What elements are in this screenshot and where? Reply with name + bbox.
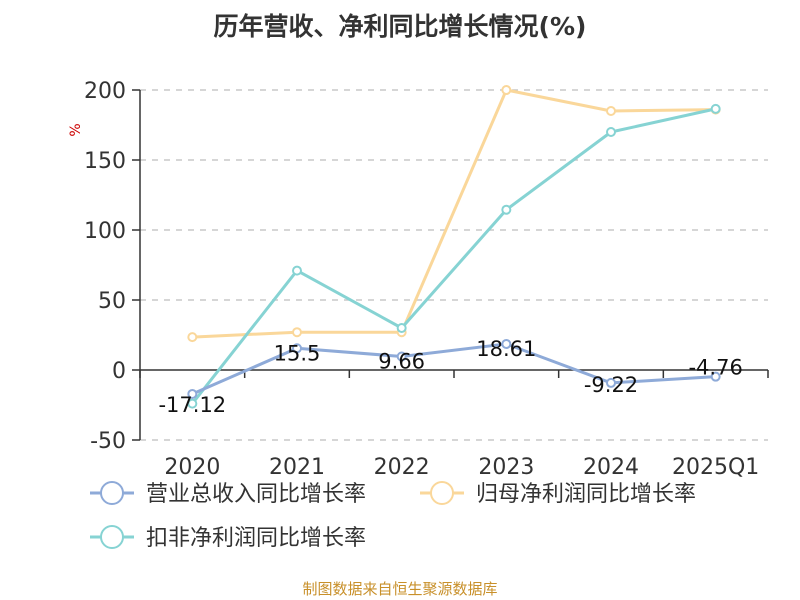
y-axis-ticks: -50 0 50 100 150 200 bbox=[84, 79, 140, 454]
data-point[interactable] bbox=[292, 343, 302, 354]
data-point[interactable] bbox=[187, 332, 198, 343]
y-tick-label: 0 bbox=[112, 359, 126, 384]
legend-item[interactable]: 营业总收入同比增长率 bbox=[90, 481, 366, 507]
y-tick-label: 100 bbox=[84, 219, 126, 244]
axes bbox=[139, 90, 768, 440]
y-tick-label: 50 bbox=[98, 289, 126, 314]
legend-marker bbox=[430, 481, 454, 505]
x-tick-label: 2025Q1 bbox=[672, 455, 759, 480]
data-point[interactable] bbox=[187, 388, 198, 399]
data-point[interactable] bbox=[710, 103, 721, 114]
data-point[interactable] bbox=[396, 323, 407, 333]
x-tick-label: 2021 bbox=[269, 455, 325, 480]
data-point[interactable] bbox=[606, 377, 616, 388]
data-label: -9.22 bbox=[584, 373, 638, 397]
data-label: -4.76 bbox=[688, 356, 742, 380]
grid-lines bbox=[140, 89, 768, 441]
data-point[interactable] bbox=[396, 351, 407, 362]
legend-marker bbox=[100, 481, 124, 505]
legend-marker bbox=[100, 525, 124, 549]
data-point[interactable] bbox=[292, 265, 302, 276]
series-group bbox=[187, 85, 721, 409]
source-note: 制图数据来自恒生聚源数据库 bbox=[302, 580, 497, 598]
series-line bbox=[191, 107, 716, 405]
legend-label: 营业总收入同比增长率 bbox=[146, 482, 366, 507]
x-tick-label: 2020 bbox=[164, 455, 220, 480]
legend-item[interactable]: 归母净利润同比增长率 bbox=[420, 481, 696, 507]
data-point[interactable] bbox=[501, 338, 512, 349]
data-point[interactable] bbox=[606, 127, 616, 137]
y-axis-unit: % bbox=[68, 123, 84, 136]
data-label: 9.66 bbox=[378, 349, 425, 373]
data-point[interactable] bbox=[606, 106, 616, 116]
data-point[interactable] bbox=[710, 371, 721, 382]
y-tick-label: 200 bbox=[84, 79, 126, 104]
chart-title: 历年营收、净利同比增长情况(%) bbox=[214, 12, 587, 41]
data-label: -17.12 bbox=[158, 393, 226, 417]
y-tick-label: -50 bbox=[90, 429, 126, 454]
x-tick-label: 2024 bbox=[583, 455, 639, 480]
data-label: 15.5 bbox=[274, 341, 321, 365]
data-label: 18.61 bbox=[476, 337, 536, 361]
data-point[interactable] bbox=[501, 85, 512, 95]
legend-label: 归母净利润同比增长率 bbox=[476, 482, 696, 507]
data-point[interactable] bbox=[292, 327, 302, 338]
legend-label: 扣非净利润同比增长率 bbox=[146, 526, 366, 551]
data-labels: -17.12 15.5 9.66 18.61 -9.22 -4.76 bbox=[158, 337, 742, 417]
legend-item[interactable]: 扣非净利润同比增长率 bbox=[90, 525, 366, 551]
data-point[interactable] bbox=[501, 204, 512, 215]
x-tick-label: 2022 bbox=[374, 455, 430, 480]
y-tick-label: 150 bbox=[84, 149, 126, 174]
series-line bbox=[192, 88, 716, 339]
x-axis-ticks: 2020 2021 2022 2023 2024 2025Q1 bbox=[139, 370, 769, 480]
data-point[interactable] bbox=[187, 398, 198, 409]
series-line bbox=[191, 342, 716, 396]
x-tick-label: 2023 bbox=[478, 455, 534, 480]
